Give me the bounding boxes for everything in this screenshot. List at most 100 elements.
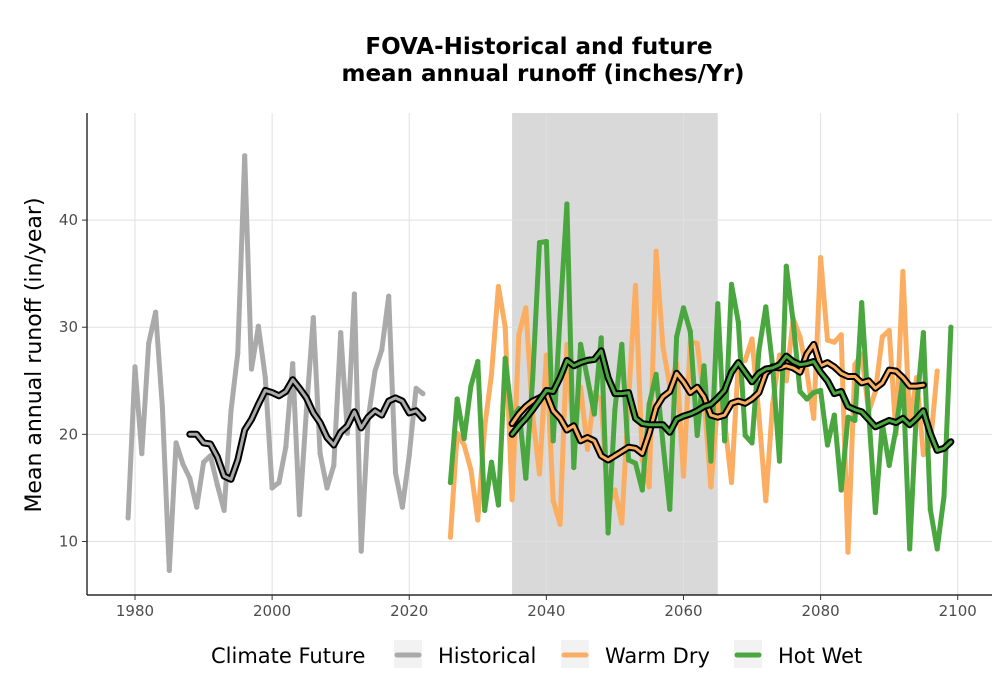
series-line-historical bbox=[125, 153, 426, 573]
data-point-hot-wet bbox=[598, 335, 604, 341]
data-point-hot-wet bbox=[687, 328, 693, 335]
data-point-hot-wet bbox=[482, 507, 488, 513]
data-point-warm-dry bbox=[619, 520, 625, 526]
data-point-warm-dry bbox=[797, 334, 803, 340]
axis-ticks: 1980 2000 2020 2040 2060 2080 2100 10 20 30 40 bbox=[59, 211, 977, 620]
data-point-historical bbox=[420, 391, 426, 397]
data-point-hot-wet bbox=[948, 324, 954, 330]
data-point-warm-dry bbox=[900, 268, 906, 275]
data-point-hot-wet bbox=[735, 319, 741, 325]
data-point-historical bbox=[283, 444, 289, 450]
data-point-warm-dry bbox=[557, 521, 563, 527]
series-line-hot-wet bbox=[447, 201, 954, 552]
data-point-hot-wet bbox=[914, 405, 920, 411]
data-point-hot-wet bbox=[708, 458, 714, 464]
data-point-historical bbox=[372, 368, 378, 374]
data-point-warm-dry bbox=[845, 549, 851, 555]
legend: Climate Future Historical Warm Dry Hot Wet bbox=[211, 640, 862, 668]
data-point-hot-wet bbox=[804, 396, 810, 402]
data-point-hot-wet bbox=[776, 458, 783, 464]
data-point-hot-wet bbox=[632, 460, 639, 466]
data-point-historical bbox=[207, 453, 213, 459]
data-point-hot-wet bbox=[557, 312, 563, 318]
smooth-line-warm-dry bbox=[510, 342, 925, 462]
data-point-historical bbox=[317, 451, 323, 457]
data-point-hot-wet bbox=[674, 334, 680, 340]
data-point-hot-wet bbox=[893, 426, 899, 432]
data-point-hot-wet bbox=[502, 355, 508, 361]
data-point-warm-dry bbox=[646, 484, 652, 490]
data-point-historical bbox=[228, 408, 234, 414]
data-point-historical bbox=[379, 347, 385, 353]
data-point-historical bbox=[262, 375, 268, 381]
data-point-historical bbox=[255, 323, 261, 329]
data-point-historical bbox=[235, 350, 241, 356]
data-point-hot-wet bbox=[886, 462, 892, 468]
data-point-warm-dry bbox=[584, 446, 591, 452]
data-point-warm-dry bbox=[550, 498, 556, 504]
data-point-hot-wet bbox=[756, 348, 762, 354]
data-point-warm-dry bbox=[783, 378, 789, 384]
data-point-hot-wet bbox=[495, 502, 501, 508]
data-point-warm-dry bbox=[831, 339, 837, 345]
data-point-hot-wet bbox=[838, 487, 844, 493]
data-point-hot-wet bbox=[619, 341, 625, 347]
data-point-historical bbox=[290, 361, 296, 367]
data-point-warm-dry bbox=[934, 368, 940, 374]
chart-title-line-1: FOVA-Historical and future bbox=[365, 34, 712, 60]
data-point-hot-wet bbox=[783, 263, 789, 269]
data-point-warm-dry bbox=[818, 255, 824, 261]
data-point-historical bbox=[399, 504, 405, 510]
data-point-warm-dry bbox=[475, 517, 481, 523]
data-point-hot-wet bbox=[605, 530, 611, 536]
data-point-historical bbox=[331, 462, 337, 468]
data-point-hot-wet bbox=[475, 358, 481, 365]
data-point-warm-dry bbox=[653, 248, 659, 254]
chart-title-line-2: mean annual runoff (inches/Yr) bbox=[341, 61, 744, 87]
data-point-warm-dry bbox=[482, 424, 488, 430]
shaded-period bbox=[512, 113, 718, 595]
data-point-historical bbox=[276, 479, 282, 486]
data-point-hot-wet bbox=[653, 371, 659, 377]
data-point-hot-wet bbox=[660, 440, 666, 446]
data-point-hot-wet bbox=[872, 509, 879, 516]
data-point-hot-wet bbox=[667, 506, 673, 512]
data-point-warm-dry bbox=[756, 412, 762, 418]
data-point-warm-dry bbox=[811, 415, 817, 421]
data-point-warm-dry bbox=[694, 340, 700, 346]
data-point-hot-wet bbox=[722, 438, 728, 444]
data-point-warm-dry bbox=[495, 283, 501, 290]
data-point-warm-dry bbox=[502, 324, 508, 330]
data-point-historical bbox=[214, 482, 220, 488]
data-point-warm-dry bbox=[523, 305, 529, 311]
data-point-historical bbox=[180, 461, 186, 467]
data-point-hot-wet bbox=[927, 506, 933, 512]
data-point-hot-wet bbox=[941, 493, 947, 500]
data-point-hot-wet bbox=[701, 363, 707, 369]
data-point-hot-wet bbox=[550, 438, 556, 444]
data-point-hot-wet bbox=[811, 390, 817, 396]
data-point-warm-dry bbox=[804, 369, 810, 375]
y-tick-label: 10 bbox=[59, 532, 78, 550]
data-point-hot-wet bbox=[907, 546, 913, 552]
x-tick-label: 2020 bbox=[390, 602, 428, 620]
data-point-hot-wet bbox=[790, 319, 796, 325]
data-point-historical bbox=[269, 485, 275, 491]
data-point-hot-wet bbox=[488, 459, 495, 465]
x-tick-label: 2040 bbox=[527, 602, 565, 620]
y-tick-label: 30 bbox=[59, 318, 78, 336]
data-point-hot-wet bbox=[859, 300, 865, 306]
data-point-hot-wet bbox=[680, 305, 687, 311]
data-point-historical bbox=[338, 330, 344, 336]
y-tick-label: 40 bbox=[59, 211, 78, 229]
data-point-warm-dry bbox=[509, 497, 515, 503]
data-point-warm-dry bbox=[612, 487, 618, 493]
data-point-hot-wet bbox=[584, 376, 591, 382]
data-point-hot-wet bbox=[530, 377, 536, 383]
data-point-historical bbox=[166, 567, 172, 574]
data-point-warm-dry bbox=[488, 371, 495, 377]
data-point-historical bbox=[242, 153, 248, 159]
data-point-hot-wet bbox=[852, 417, 858, 423]
data-point-historical bbox=[221, 507, 227, 513]
data-point-historical bbox=[310, 315, 316, 321]
